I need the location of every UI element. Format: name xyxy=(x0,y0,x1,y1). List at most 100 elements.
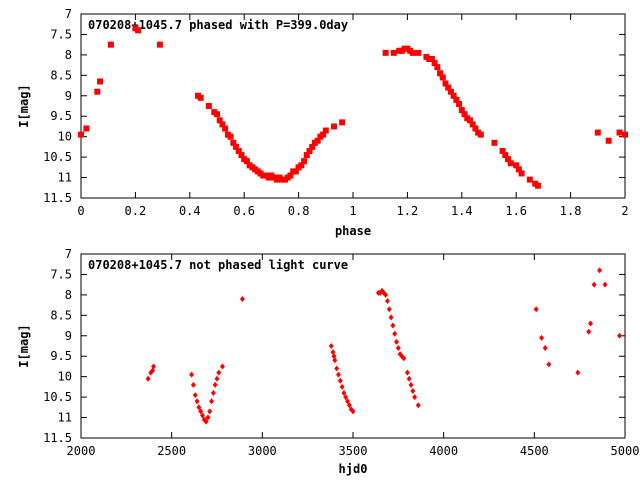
y-axis-label: I[mag] xyxy=(17,84,31,127)
data-point xyxy=(243,158,250,165)
data-point xyxy=(533,306,539,313)
data-point xyxy=(227,133,234,140)
x-tick-label: 0.6 xyxy=(233,204,255,218)
data-point xyxy=(617,332,623,339)
y-tick-label: 8 xyxy=(65,48,72,62)
data-point xyxy=(337,377,343,384)
x-tick-label: 2000 xyxy=(67,444,96,458)
data-point xyxy=(298,162,305,169)
data-point xyxy=(395,345,401,352)
data-point xyxy=(401,355,407,362)
x-tick-label: 4000 xyxy=(429,444,458,458)
data-point xyxy=(466,117,473,124)
data-point xyxy=(591,281,597,288)
data-point xyxy=(586,328,592,335)
data-point xyxy=(491,139,498,146)
data-point xyxy=(477,131,484,138)
data-point xyxy=(445,84,452,91)
data-point xyxy=(461,111,468,118)
data-point xyxy=(219,363,225,370)
data-point xyxy=(156,41,163,48)
data-point xyxy=(597,267,603,274)
data-point xyxy=(384,298,390,305)
x-tick-label: 2 xyxy=(621,204,628,218)
x-tick-label: 3500 xyxy=(339,444,368,458)
data-point xyxy=(390,49,397,56)
x-tick-label: 1.4 xyxy=(451,204,473,218)
y-tick-label: 10 xyxy=(58,130,72,144)
data-series xyxy=(145,267,623,425)
data-point xyxy=(210,390,216,397)
data-point xyxy=(406,375,412,382)
data-point xyxy=(505,156,512,163)
data-point xyxy=(542,345,548,352)
data-point xyxy=(408,381,414,388)
data-point xyxy=(431,60,438,67)
data-point xyxy=(332,357,338,364)
data-series xyxy=(78,25,628,189)
data-point xyxy=(135,27,142,34)
y-tick-label: 7.5 xyxy=(50,267,72,281)
data-point xyxy=(442,80,449,87)
data-point xyxy=(450,92,457,99)
x-axis-label: phase xyxy=(335,224,371,238)
data-point xyxy=(415,49,422,56)
data-point xyxy=(320,131,327,138)
data-point xyxy=(239,295,245,302)
data-point xyxy=(404,369,410,376)
data-point xyxy=(390,322,396,329)
data-point xyxy=(314,137,321,144)
data-point xyxy=(546,361,552,368)
data-point xyxy=(214,111,220,118)
data-point xyxy=(453,96,460,103)
data-point xyxy=(214,375,220,382)
data-point xyxy=(409,49,416,56)
data-point xyxy=(388,314,394,321)
data-point xyxy=(192,392,198,399)
y-tick-label: 9.5 xyxy=(50,109,72,123)
data-point xyxy=(343,394,349,401)
data-point xyxy=(518,170,525,177)
data-point xyxy=(219,121,226,128)
data-point xyxy=(216,369,222,376)
data-point xyxy=(194,398,200,405)
y-tick-label: 11.5 xyxy=(43,191,72,205)
data-point xyxy=(222,125,229,132)
data-point xyxy=(230,139,237,146)
y-tick-label: 7 xyxy=(65,247,72,261)
data-point xyxy=(382,49,389,56)
data-point xyxy=(602,281,608,288)
plot-panel-phased: 0 0.2 0.4 0.6 0.8 1 1.2 1.4 1.6 1.8 2 7 7.5 8 8.5 9 9.5 1… xyxy=(17,7,629,238)
data-point xyxy=(334,365,340,372)
data-point xyxy=(526,176,533,183)
y-tick-label: 10 xyxy=(58,370,72,384)
x-tick-label: 0 xyxy=(77,204,84,218)
data-point xyxy=(150,367,156,374)
data-point xyxy=(151,363,157,370)
data-point xyxy=(322,127,329,134)
data-point xyxy=(196,404,202,411)
data-point xyxy=(107,41,114,48)
data-point xyxy=(412,394,418,401)
data-point xyxy=(472,125,479,132)
data-point xyxy=(499,147,506,154)
data-point xyxy=(330,349,336,356)
data-point xyxy=(458,107,465,114)
x-axis-label: hjd0 xyxy=(339,462,368,476)
data-point xyxy=(341,390,347,397)
data-point xyxy=(287,172,294,179)
data-point xyxy=(83,125,90,132)
data-point xyxy=(594,129,601,136)
y-tick-label: 9 xyxy=(65,89,72,103)
data-point xyxy=(335,371,341,378)
data-point xyxy=(507,160,514,167)
data-point xyxy=(197,94,204,101)
y-axis-label: I[mag] xyxy=(17,324,31,367)
x-tick-label: 1.8 xyxy=(560,204,582,218)
x-tick-label: 0.8 xyxy=(288,204,310,218)
data-point xyxy=(410,387,416,394)
x-tick-label: 4500 xyxy=(520,444,549,458)
data-point xyxy=(301,158,308,165)
data-point xyxy=(346,402,352,409)
y-tick-label: 7 xyxy=(65,7,72,21)
